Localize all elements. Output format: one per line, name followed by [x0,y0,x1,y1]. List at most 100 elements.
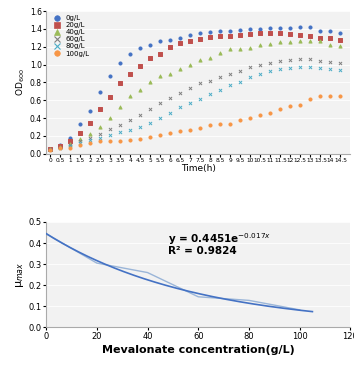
20g/L [247,31,253,37]
0g/L [137,45,143,51]
80g/L [167,110,173,116]
80g/L [207,91,213,97]
100g/L [308,96,313,102]
100g/L [247,115,253,121]
20g/L [268,31,273,36]
60g/L [187,85,193,91]
80g/L [308,64,313,70]
60g/L [217,74,223,80]
40g/L [308,38,313,44]
60g/L [287,57,293,63]
100g/L [228,121,233,127]
20g/L [338,37,343,43]
60g/L [47,146,53,152]
X-axis label: Time(h): Time(h) [181,164,216,173]
40g/L [77,136,83,142]
20g/L [238,32,243,38]
60g/L [318,58,323,64]
60g/L [157,100,163,106]
20g/L [287,31,293,37]
20g/L [157,51,163,57]
0g/L [278,25,283,31]
100g/L [77,142,83,148]
20g/L [47,146,53,152]
80g/L [107,132,113,138]
80g/L [257,71,263,77]
80g/L [247,74,253,80]
20g/L [257,31,263,36]
Y-axis label: OD$_{600}$: OD$_{600}$ [15,68,27,96]
0g/L [87,108,93,114]
40g/L [298,38,303,44]
100g/L [257,112,263,118]
80g/L [117,129,123,135]
60g/L [238,68,243,74]
80g/L [298,64,303,70]
0g/L [318,28,323,34]
40g/L [198,57,203,63]
40g/L [318,38,323,44]
100g/L [137,136,143,142]
20g/L [67,138,73,144]
80g/L [157,115,163,121]
0g/L [57,142,63,148]
80g/L [87,137,93,143]
40g/L [117,105,123,110]
80g/L [327,66,333,72]
40g/L [238,46,243,52]
60g/L [117,122,123,128]
40g/L [87,131,93,137]
0g/L [77,121,83,127]
20g/L [298,32,303,38]
20g/L [228,33,233,39]
40g/L [127,93,133,99]
100g/L [338,93,343,99]
100g/L [87,140,93,146]
60g/L [87,135,93,141]
80g/L [137,124,143,130]
X-axis label: Mevalonate concentration(g/L): Mevalonate concentration(g/L) [102,345,295,355]
60g/L [77,138,83,144]
40g/L [278,39,283,45]
60g/L [308,56,313,62]
0g/L [198,31,203,36]
0g/L [47,146,53,152]
100g/L [127,137,133,143]
80g/L [268,68,273,74]
100g/L [187,127,193,133]
60g/L [247,64,253,70]
100g/L [207,122,213,128]
20g/L [87,121,93,126]
60g/L [207,78,213,84]
40g/L [67,141,73,147]
40g/L [147,80,153,86]
20g/L [97,106,103,112]
80g/L [198,96,203,102]
20g/L [77,130,83,136]
100g/L [107,138,113,144]
60g/L [107,126,113,132]
60g/L [278,58,283,64]
0g/L [207,29,213,35]
60g/L [97,131,103,137]
0g/L [67,135,73,141]
60g/L [127,117,133,123]
100g/L [57,145,63,151]
20g/L [207,34,213,40]
60g/L [327,59,333,65]
100g/L [238,117,243,123]
Legend: 0g/L, 20g/L, 40g/L, 60g/L, 80g/L, 100g/L: 0g/L, 20g/L, 40g/L, 60g/L, 80g/L, 100g/L [50,15,90,57]
60g/L [198,80,203,86]
60g/L [67,142,73,148]
40g/L [338,43,343,49]
20g/L [177,40,183,46]
80g/L [238,78,243,84]
0g/L [107,73,113,79]
80g/L [278,66,283,72]
40g/L [157,73,163,79]
100g/L [157,132,163,138]
0g/L [238,27,243,33]
60g/L [177,90,183,96]
80g/L [338,67,343,73]
100g/L [117,138,123,144]
